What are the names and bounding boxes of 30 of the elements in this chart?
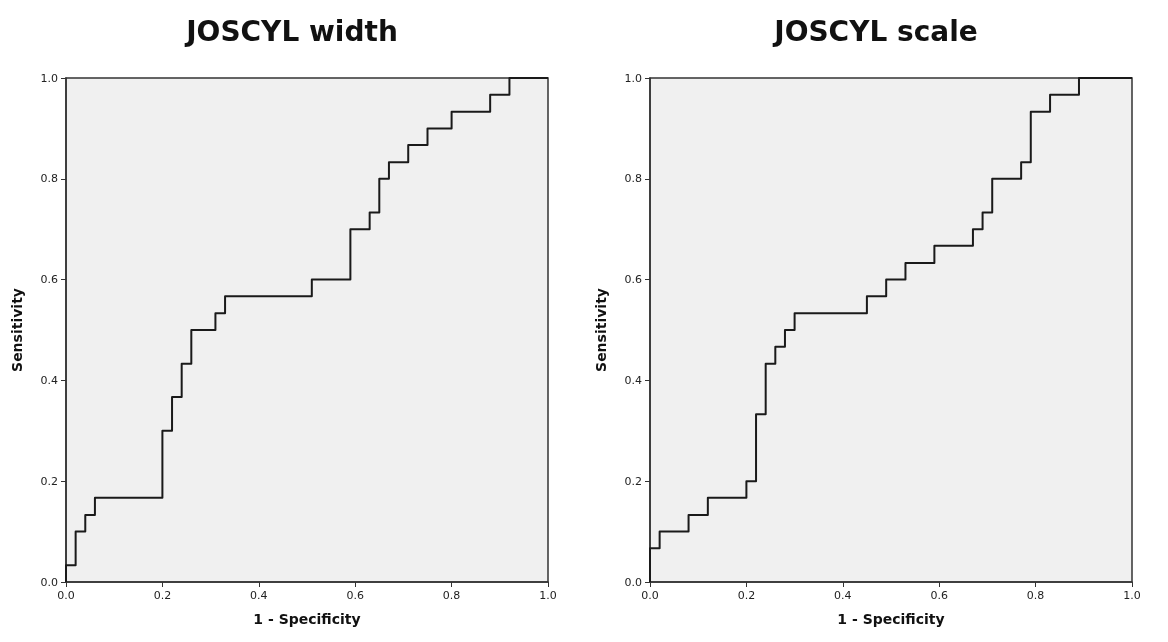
x-tick-label: 0.6 <box>346 589 364 602</box>
y-tick-label: 0.4 <box>624 373 642 387</box>
y-tick-label: 1.0 <box>40 71 58 85</box>
x-tick-label: 0.6 <box>930 589 948 602</box>
x-tick-label: 0.8 <box>1026 589 1045 602</box>
x-tick-label: 0.2 <box>737 589 756 602</box>
y-tick-label: 0.4 <box>40 373 58 387</box>
x-tick-label: 1.0 <box>1123 589 1141 602</box>
y-axis-title: Sensitivity <box>593 288 609 372</box>
y-tick-label: 0.6 <box>624 273 642 287</box>
y-tick-label: 0.8 <box>40 172 58 186</box>
x-tick-label: 0.4 <box>250 589 268 602</box>
x-tick-label: 0.4 <box>834 589 852 602</box>
x-tick-label: 0.2 <box>153 589 172 602</box>
x-tick-label: 0.8 <box>442 589 461 602</box>
x-tick-label: 0.0 <box>641 589 659 602</box>
chart-title: JOSCYL width <box>184 14 398 48</box>
x-axis-title: 1 - Specificity <box>253 611 361 627</box>
x-tick-label: 0.0 <box>57 589 75 602</box>
y-tick-label: 0.2 <box>624 474 642 488</box>
y-tick-label: 0.0 <box>40 575 58 589</box>
y-tick-label: 0.6 <box>40 273 58 287</box>
y-tick-label: 1.0 <box>624 71 642 85</box>
y-tick-label: 0.2 <box>40 474 58 488</box>
y-tick-label: 0.0 <box>624 575 642 589</box>
x-axis-title: 1 - Specificity <box>837 611 945 627</box>
chart-title: JOSCYL scale <box>772 14 978 48</box>
y-tick-label: 0.8 <box>624 172 642 186</box>
x-tick-label: 1.0 <box>539 589 557 602</box>
y-axis-title: Sensitivity <box>9 288 25 372</box>
